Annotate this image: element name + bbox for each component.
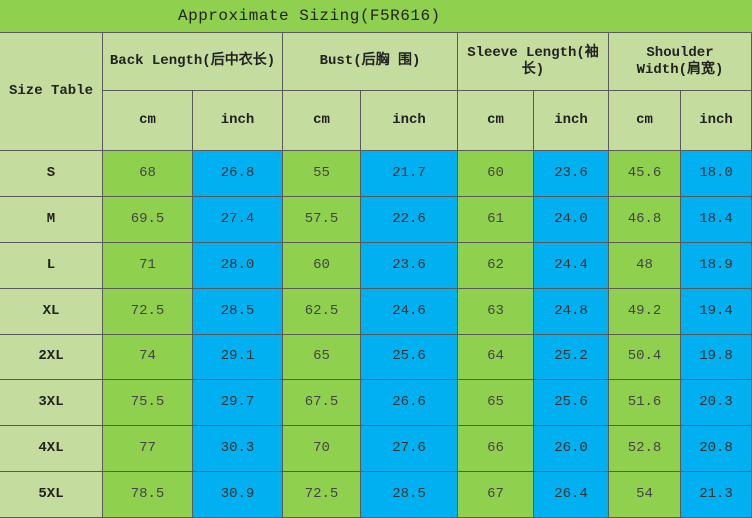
measurement: 65 [458,380,534,427]
measurement: 62 [458,242,534,289]
measurement: 27.4 [193,196,283,243]
size-label: 3XL [0,380,103,427]
size-label: S [0,151,103,197]
measurement: 71 [103,242,193,289]
unit-header: cm [458,91,534,151]
unit-header: inch [534,91,609,151]
measurement: 18.0 [681,151,752,197]
measurement: 62.5 [283,288,361,335]
measurement: 26.0 [534,426,609,473]
measurement: 67 [458,472,534,518]
measurement: 72.5 [103,288,193,335]
measurement: 25.6 [534,380,609,427]
measurement: 19.4 [681,288,752,335]
measurement: 30.9 [193,472,283,518]
group-header: Shoulder Width(肩宽) [609,33,752,91]
measurement: 28.0 [193,242,283,289]
measurement: 61 [458,196,534,243]
unit-header: cm [609,91,681,151]
measurement: 29.1 [193,334,283,381]
measurement: 54 [609,472,681,518]
unit-header: inch [681,91,752,151]
measurement: 24.6 [361,288,458,335]
measurement: 19.8 [681,334,752,381]
measurement: 18.9 [681,242,752,289]
measurement: 78.5 [103,472,193,518]
group-header: Back Length(后中衣长) [103,33,283,91]
measurement: 20.3 [681,380,752,427]
size-label: 2XL [0,334,103,381]
measurement: 24.0 [534,196,609,243]
measurement: 60 [458,151,534,197]
measurement: 69.5 [103,196,193,243]
measurement: 18.4 [681,196,752,243]
measurement: 77 [103,426,193,473]
measurement: 68 [103,151,193,197]
measurement: 29.7 [193,380,283,427]
table-title: Approximate Sizing(F5R616) [0,0,752,33]
measurement: 46.8 [609,196,681,243]
unit-header: cm [283,91,361,151]
measurement: 26.4 [534,472,609,518]
measurement: 74 [103,334,193,381]
corner-header: Size Table [0,33,103,151]
measurement: 57.5 [283,196,361,243]
measurement: 21.3 [681,472,752,518]
measurement: 23.6 [361,242,458,289]
measurement: 30.3 [193,426,283,473]
measurement: 60 [283,242,361,289]
measurement: 28.5 [361,472,458,518]
measurement: 55 [283,151,361,197]
measurement: 25.2 [534,334,609,381]
measurement: 49.2 [609,288,681,335]
measurement: 52.8 [609,426,681,473]
size-label: XL [0,288,103,335]
measurement: 75.5 [103,380,193,427]
measurement: 20.8 [681,426,752,473]
measurement: 28.5 [193,288,283,335]
measurement: 26.8 [193,151,283,197]
measurement: 70 [283,426,361,473]
measurement: 21.7 [361,151,458,197]
measurement: 27.6 [361,426,458,473]
measurement: 25.6 [361,334,458,381]
measurement: 66 [458,426,534,473]
measurement: 67.5 [283,380,361,427]
measurement: 72.5 [283,472,361,518]
measurement: 63 [458,288,534,335]
size-label: L [0,242,103,289]
measurement: 22.6 [361,196,458,243]
measurement: 64 [458,334,534,381]
measurement: 51.6 [609,380,681,427]
measurement: 24.4 [534,242,609,289]
measurement: 24.8 [534,288,609,335]
size-label: 4XL [0,426,103,473]
group-header: Sleeve Length(袖长) [458,33,609,91]
measurement: 50.4 [609,334,681,381]
size-label: M [0,196,103,243]
group-header: Bust(后胸 围) [283,33,458,91]
measurement: 26.6 [361,380,458,427]
measurement: 23.6 [534,151,609,197]
unit-header: inch [361,91,458,151]
measurement: 48 [609,242,681,289]
measurement: 45.6 [609,151,681,197]
measurement: 65 [283,334,361,381]
size-label: 5XL [0,472,103,518]
unit-header: cm [103,91,193,151]
unit-header: inch [193,91,283,151]
